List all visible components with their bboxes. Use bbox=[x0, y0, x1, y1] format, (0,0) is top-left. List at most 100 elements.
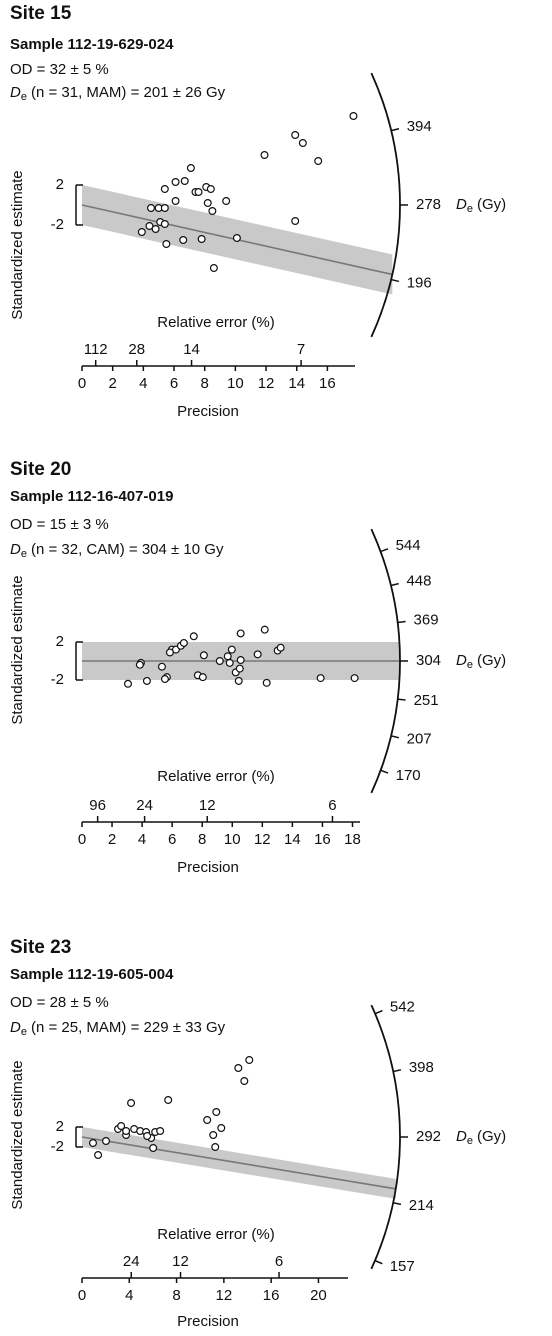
data-point bbox=[291, 217, 300, 226]
data-point bbox=[234, 1063, 243, 1072]
data-point bbox=[260, 625, 269, 634]
data-point bbox=[236, 629, 245, 638]
x2-tick-label: 112 bbox=[84, 341, 108, 358]
data-point bbox=[88, 1138, 97, 1147]
data-point bbox=[208, 207, 217, 216]
de-symbol: D bbox=[10, 1019, 21, 1036]
x-tick-label: 20 bbox=[310, 1287, 327, 1304]
x2-tick-label: 6 bbox=[328, 797, 336, 814]
radial-tick bbox=[390, 128, 400, 132]
data-point bbox=[135, 660, 144, 669]
data-point bbox=[316, 674, 325, 683]
x-tick-label: 4 bbox=[139, 375, 147, 392]
data-point bbox=[236, 656, 245, 665]
data-point bbox=[156, 1126, 165, 1135]
de-label: De (n = 32, CAM) = 304 ± 10 Gy bbox=[10, 541, 224, 560]
data-point bbox=[197, 235, 206, 244]
x-tick-label: 8 bbox=[172, 1287, 180, 1304]
data-point bbox=[260, 151, 269, 160]
radial-unit: (Gy) bbox=[477, 652, 506, 669]
data-point bbox=[222, 197, 231, 206]
data-point bbox=[262, 678, 271, 687]
de-label: De (n = 25, MAM) = 229 ± 33 Gy bbox=[10, 1019, 226, 1038]
x-tick-label: 12 bbox=[216, 1287, 233, 1304]
data-point bbox=[171, 178, 180, 187]
radial-tick bbox=[374, 1259, 383, 1265]
sample-label: Sample 112-19-629-024 bbox=[10, 36, 174, 53]
x-tick-label: 0 bbox=[78, 375, 86, 392]
data-point bbox=[123, 679, 132, 688]
data-point bbox=[160, 185, 169, 194]
radial-axis-label: De (Gy) bbox=[456, 196, 506, 215]
data-point bbox=[194, 188, 203, 197]
x-tick-label: 18 bbox=[344, 831, 361, 848]
od-label: OD = 15 ± 3 % bbox=[10, 516, 109, 533]
radial-symbol: D bbox=[456, 1128, 467, 1145]
estimate-line bbox=[81, 1136, 396, 1190]
data-point bbox=[253, 650, 262, 659]
data-point bbox=[145, 222, 154, 231]
radial-tick-label: 394 bbox=[407, 118, 432, 135]
radial-unit: (Gy) bbox=[477, 196, 506, 213]
data-point bbox=[117, 1121, 126, 1130]
x2-tick-label: 7 bbox=[297, 341, 305, 358]
radial-axis bbox=[370, 72, 401, 338]
data-point bbox=[179, 638, 188, 647]
data-point bbox=[164, 1095, 173, 1104]
x2-tick-label: 12 bbox=[199, 797, 216, 814]
data-point bbox=[147, 204, 156, 213]
radial-tick-label: 214 bbox=[409, 1197, 434, 1214]
x-tick-label: 10 bbox=[227, 375, 244, 392]
data-point bbox=[314, 157, 323, 166]
data-point bbox=[142, 676, 151, 685]
radial-axis bbox=[370, 528, 401, 794]
radial-tick bbox=[397, 698, 406, 701]
y-axis-label: Standardized estimate bbox=[9, 575, 26, 724]
radial-tick-label: 304 bbox=[416, 652, 441, 669]
radial-tick-label: 292 bbox=[416, 1128, 441, 1145]
y-axis-label: Standardized estimate bbox=[9, 1060, 26, 1209]
data-point bbox=[94, 1150, 103, 1159]
de-text: (n = 32, CAM) = 304 ± 10 Gy bbox=[31, 541, 224, 558]
radial-tick-label: 170 bbox=[396, 767, 421, 784]
x2-tick-label: 24 bbox=[136, 797, 153, 814]
od-label: OD = 28 ± 5 % bbox=[10, 994, 109, 1011]
data-point bbox=[165, 648, 174, 657]
data-point bbox=[235, 664, 244, 673]
x2-tick-label: 14 bbox=[183, 341, 200, 358]
radial-tick bbox=[393, 1069, 402, 1073]
data-point bbox=[234, 676, 243, 685]
x2-tick-label: 6 bbox=[275, 1253, 283, 1270]
data-point bbox=[171, 197, 180, 206]
radial-tick bbox=[397, 620, 406, 624]
panel-title: Site 15 bbox=[10, 3, 72, 24]
x-axis-label: Precision bbox=[177, 859, 239, 876]
data-point bbox=[149, 1143, 158, 1152]
x2-tick-label: 24 bbox=[123, 1253, 140, 1270]
panel-title: Site 20 bbox=[10, 459, 71, 480]
data-point bbox=[298, 139, 307, 148]
y-tick-label: 2 bbox=[56, 1118, 64, 1135]
de-subscript: e bbox=[21, 1026, 27, 1038]
data-point bbox=[212, 1107, 221, 1116]
radial-tick-label: 157 bbox=[390, 1258, 415, 1275]
radial-tick-label: 207 bbox=[407, 731, 432, 748]
radial-tick-label: 369 bbox=[414, 611, 439, 628]
radial-tick bbox=[380, 769, 389, 774]
x-tick-label: 16 bbox=[263, 1287, 280, 1304]
y-tick-label: 2 bbox=[56, 176, 64, 193]
data-point bbox=[180, 177, 189, 186]
x-tick-label: 4 bbox=[125, 1287, 133, 1304]
x2-tick-label: 12 bbox=[172, 1253, 189, 1270]
data-point bbox=[143, 1131, 152, 1140]
de-subscript: e bbox=[21, 91, 27, 103]
data-point bbox=[349, 111, 358, 120]
data-point bbox=[217, 1123, 226, 1132]
data-point bbox=[157, 662, 166, 671]
radial-tick-label: 278 bbox=[416, 196, 441, 213]
data-point bbox=[122, 1126, 131, 1135]
data-point bbox=[162, 240, 171, 249]
data-point bbox=[209, 264, 218, 273]
x-tick-label: 2 bbox=[109, 375, 117, 392]
